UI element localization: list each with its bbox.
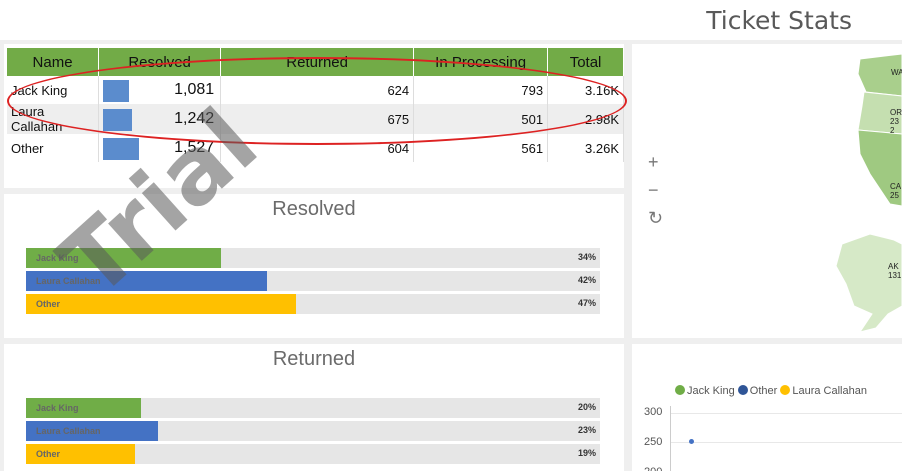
map-label-ca: CA 25 — [890, 182, 901, 200]
map-label-wa: WA — [891, 68, 902, 77]
legend-label: Laura Callahan — [792, 385, 867, 397]
scatter-chart-panel: Jack King Other Laura Callahan 300 250 2… — [632, 344, 902, 471]
y-tick-label: 300 — [644, 406, 663, 418]
column-header-returned[interactable]: Returned — [220, 48, 415, 76]
returned-chart-title: Returned — [272, 348, 356, 370]
bar-track[interactable]: Laura Callahan 23% — [26, 421, 600, 441]
table-header-row: Name Resolved Returned In Processing Tot… — [7, 48, 624, 76]
resolved-chart-panel: Resolved Jack King 34% Laura Callahan 42… — [4, 194, 624, 338]
cell-name: Laura Callahan — [7, 104, 100, 134]
cell-returned: 675 — [220, 104, 415, 134]
legend-dot — [780, 385, 791, 395]
cell-total: 3.26K — [547, 134, 624, 162]
bar-fill — [26, 421, 159, 441]
header-bar: Ticket Stats — [0, 0, 902, 40]
cell-total: 2.98K — [547, 104, 624, 134]
cell-total: 3.16K — [547, 76, 624, 104]
legend-label: Other — [749, 385, 778, 397]
bar-label: Jack King — [36, 253, 79, 263]
cell-resolved-value: 1,081 — [174, 81, 215, 98]
cell-resolved: 1,081 — [98, 76, 222, 104]
zoom-out-button[interactable]: − — [648, 180, 659, 200]
y-tick-label: 200 — [644, 466, 662, 471]
y-axis — [670, 406, 671, 471]
bar-percent: 23% — [577, 425, 596, 435]
legend-item[interactable]: Jack King — [675, 385, 735, 397]
bar-label: Other — [36, 299, 61, 309]
table-row[interactable]: Other 1,527 604 561 3.26K — [7, 134, 624, 162]
scatter-point[interactable] — [689, 439, 694, 444]
reset-view-button[interactable]: ↻ — [648, 208, 664, 228]
cell-returned: 624 — [220, 76, 415, 104]
gridline — [670, 442, 902, 443]
stats-table-panel: Name Resolved Returned In Processing Tot… — [4, 44, 627, 188]
cell-name: Other — [7, 134, 100, 162]
page-title: Ticket Stats — [706, 6, 852, 35]
bar-percent: 47% — [577, 298, 596, 308]
bar-percent: 19% — [577, 448, 596, 458]
cell-in-processing: 793 — [413, 76, 549, 104]
stats-table: Name Resolved Returned In Processing Tot… — [7, 48, 624, 162]
bar-fill — [26, 294, 296, 314]
resolved-databar — [103, 80, 130, 102]
map-label-ak: AK 131 — [888, 262, 902, 280]
bar-fill — [26, 444, 136, 464]
legend-dot — [737, 385, 748, 395]
bar-percent: 20% — [577, 402, 596, 412]
returned-chart-panel: Returned Jack King 20% Laura Callahan 23… — [4, 344, 624, 471]
bar-label: Other — [36, 449, 61, 459]
table-row[interactable]: Laura Callahan 1,242 675 501 2.98K — [7, 104, 624, 134]
bar-percent: 42% — [577, 275, 596, 285]
bar-fill — [26, 398, 141, 418]
map-region-ca[interactable] — [857, 129, 902, 207]
cell-resolved-value: 1,242 — [174, 110, 215, 127]
legend-dot — [675, 385, 685, 395]
bar-fill — [26, 271, 268, 291]
map-region-ak[interactable] — [835, 233, 902, 333]
bar-label: Laura Callahan — [36, 276, 101, 286]
y-tick-label: 250 — [644, 436, 663, 448]
cell-returned: 604 — [220, 134, 415, 162]
map-panel: WA OR 232 CA 25 AK 131 + − ↻ — [632, 44, 902, 338]
cell-name: Jack King — [7, 76, 100, 104]
bar-track[interactable]: Other 19% — [26, 444, 600, 464]
bar-track[interactable]: Other 47% — [26, 294, 600, 314]
resolved-chart-title: Resolved — [272, 198, 356, 220]
bar-track[interactable]: Jack King 20% — [26, 398, 600, 418]
chart-legend: Jack King Other Laura Callahan — [675, 385, 867, 397]
zoom-in-button[interactable]: + — [648, 152, 659, 172]
column-header-total[interactable]: Total — [547, 48, 624, 76]
bar-track[interactable]: Jack King 34% — [26, 248, 600, 268]
table-row[interactable]: Jack King 1,081 624 793 3.16K — [7, 76, 624, 104]
legend-item[interactable]: Laura Callahan — [780, 385, 867, 397]
legend-label: Jack King — [687, 385, 735, 397]
resolved-databar — [103, 109, 133, 131]
bar-label: Laura Callahan — [36, 426, 101, 436]
map-shapes — [835, 53, 902, 333]
column-header-name[interactable]: Name — [7, 48, 100, 76]
bar-label: Jack King — [36, 403, 79, 413]
bar-track[interactable]: Laura Callahan 42% — [26, 271, 600, 291]
column-header-in-processing[interactable]: In Processing — [413, 48, 549, 76]
bar-fill — [26, 248, 222, 268]
map-label-or: OR 232 — [890, 108, 902, 135]
cell-resolved: 1,242 — [98, 104, 222, 134]
gridline — [670, 413, 902, 414]
bar-percent: 34% — [577, 252, 596, 262]
legend-item[interactable]: Other — [737, 385, 778, 397]
cell-in-processing: 561 — [413, 134, 549, 162]
cell-in-processing: 501 — [413, 104, 549, 134]
column-header-resolved[interactable]: Resolved — [98, 48, 222, 76]
